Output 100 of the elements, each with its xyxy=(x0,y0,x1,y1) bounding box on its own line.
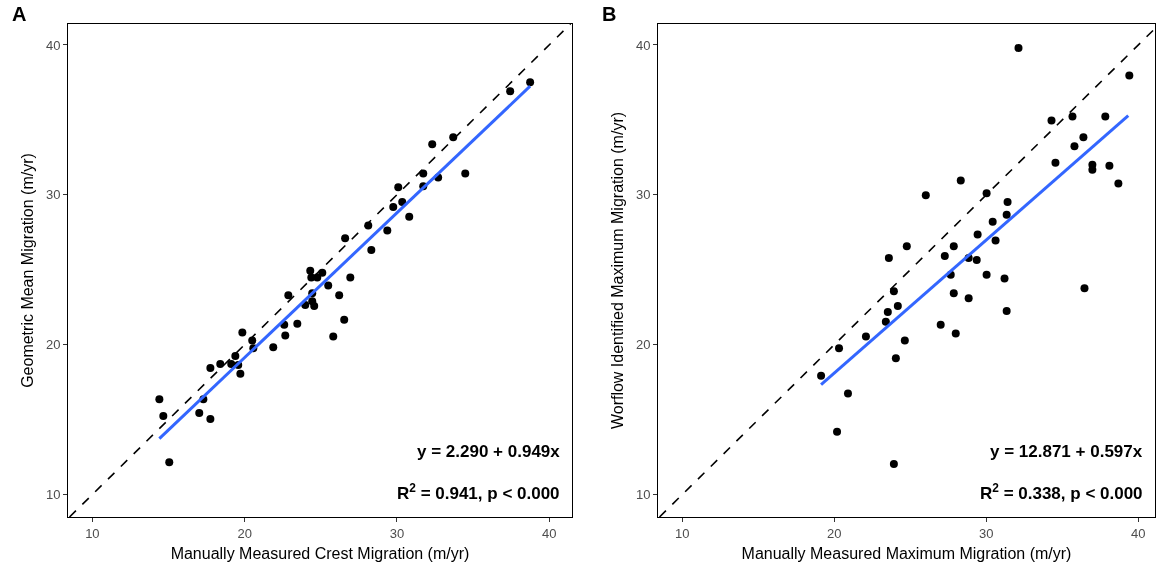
point xyxy=(1068,112,1077,121)
point xyxy=(833,427,842,436)
x-tick-label: 10 xyxy=(675,525,690,541)
point xyxy=(461,169,470,178)
point xyxy=(883,308,892,317)
point xyxy=(284,291,293,300)
point xyxy=(1002,306,1011,315)
y-axis-title: Geometric Mean Migration (m/yr) xyxy=(18,153,36,388)
annotation: y = 2.290 + 0.949x xyxy=(417,442,561,461)
x-axis-title: Manually Measured Maximum Migration (m/yr) xyxy=(741,545,1072,562)
point xyxy=(891,354,900,363)
point xyxy=(341,234,350,243)
point xyxy=(335,291,344,300)
point xyxy=(340,315,349,324)
point xyxy=(1105,161,1114,170)
y-tick-label: 40 xyxy=(45,37,61,53)
point xyxy=(982,270,991,279)
point xyxy=(318,268,327,277)
y-tick-label: 20 xyxy=(635,337,651,353)
x-tick-label: 20 xyxy=(827,525,842,541)
point xyxy=(367,246,376,255)
point xyxy=(216,360,225,369)
point xyxy=(964,294,973,303)
point xyxy=(991,236,1000,245)
point xyxy=(526,78,535,87)
point xyxy=(1070,142,1079,151)
point xyxy=(398,198,407,207)
y-tick-label: 30 xyxy=(45,187,61,203)
point xyxy=(982,189,991,198)
point xyxy=(389,202,398,211)
point xyxy=(324,281,333,290)
point xyxy=(972,256,981,265)
point xyxy=(1101,112,1110,121)
point xyxy=(1080,284,1089,293)
point xyxy=(835,344,844,353)
point xyxy=(1014,43,1023,52)
point xyxy=(236,369,245,378)
point xyxy=(900,336,909,345)
point xyxy=(973,230,982,239)
point xyxy=(1079,133,1088,142)
point xyxy=(861,332,870,341)
point xyxy=(1002,210,1011,219)
point xyxy=(293,319,302,328)
point xyxy=(949,242,958,251)
point xyxy=(817,371,826,380)
point xyxy=(155,395,164,404)
point xyxy=(281,331,290,340)
point xyxy=(346,273,355,282)
y-tick-label: 10 xyxy=(635,487,651,503)
y-axis-title: Worflow Identified Maximum Migration (m/yr) xyxy=(608,111,626,430)
point xyxy=(949,289,958,298)
point xyxy=(902,242,911,251)
point xyxy=(936,320,945,329)
x-tick-label: 10 xyxy=(85,525,100,541)
point xyxy=(1003,198,1012,207)
point xyxy=(1051,158,1060,167)
point xyxy=(159,412,168,420)
annotation: y = 12.871 + 0.597x xyxy=(990,442,1143,461)
x-tick-label: 30 xyxy=(979,525,994,541)
point xyxy=(306,266,315,275)
point xyxy=(238,328,247,337)
point xyxy=(206,415,215,423)
point xyxy=(889,460,898,469)
point xyxy=(428,140,437,149)
point xyxy=(884,253,893,262)
chart-title: A xyxy=(12,3,27,25)
annotation: R$^{2}$ = 0.338, p < 0.000 xyxy=(980,481,1143,504)
point xyxy=(383,226,392,235)
point xyxy=(195,409,204,418)
y-tick-label: 10 xyxy=(45,487,61,503)
point xyxy=(843,389,852,398)
point xyxy=(893,302,902,311)
point xyxy=(1114,179,1123,188)
y-tick-label: 30 xyxy=(635,187,651,203)
point xyxy=(394,183,403,192)
annotation: R$^{2}$ = 0.941, p < 0.000 xyxy=(397,481,560,504)
y-tick-label: 20 xyxy=(45,337,61,353)
point xyxy=(206,363,215,372)
point xyxy=(227,360,236,369)
point xyxy=(165,458,174,467)
x-axis-title: Manually Measured Crest Migration (m/yr) xyxy=(170,545,470,562)
point xyxy=(951,329,960,338)
point xyxy=(988,217,997,226)
point xyxy=(310,302,319,311)
point xyxy=(956,176,965,185)
x-tick-label: 40 xyxy=(1131,525,1146,541)
y-tick-label: 40 xyxy=(635,37,651,53)
point xyxy=(921,191,930,200)
x-tick-label: 20 xyxy=(237,525,252,541)
point xyxy=(506,87,515,96)
point xyxy=(231,352,240,361)
point xyxy=(1000,274,1009,283)
x-tick-label: 30 xyxy=(389,525,405,541)
chart-title: B xyxy=(602,3,617,25)
point xyxy=(881,317,890,326)
point xyxy=(269,343,278,352)
point xyxy=(1125,71,1134,80)
point xyxy=(329,332,338,341)
point xyxy=(449,133,458,142)
point xyxy=(889,287,898,296)
